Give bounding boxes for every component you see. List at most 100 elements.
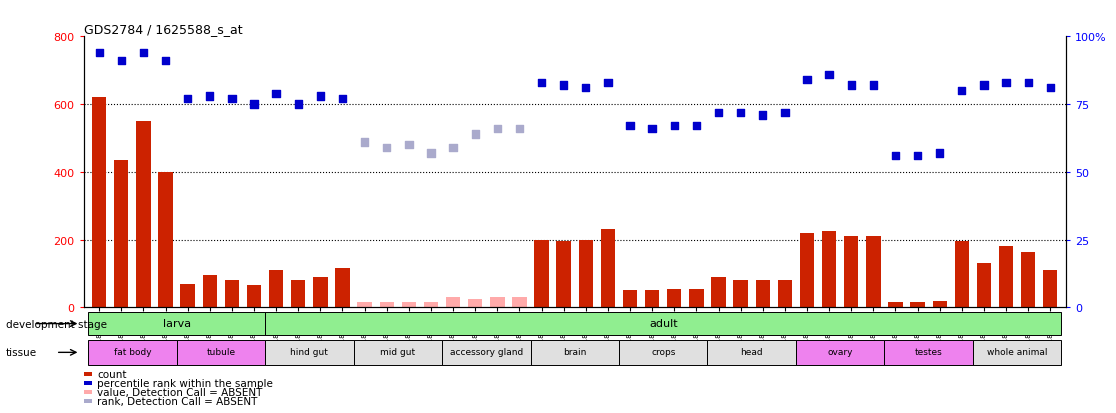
Bar xyxy=(266,340,354,365)
Bar xyxy=(335,269,349,308)
Point xyxy=(378,145,396,152)
Point xyxy=(753,112,771,119)
Text: development stage: development stage xyxy=(6,319,107,329)
Bar xyxy=(954,242,969,308)
Bar xyxy=(600,230,615,308)
Bar xyxy=(756,281,770,308)
Bar xyxy=(733,281,748,308)
Bar xyxy=(314,277,328,308)
Bar xyxy=(92,98,106,308)
Bar xyxy=(88,312,266,335)
Text: accessory gland: accessory gland xyxy=(450,347,523,356)
Text: fat body: fat body xyxy=(114,347,151,356)
Point xyxy=(776,109,793,116)
Bar xyxy=(888,303,903,308)
Bar xyxy=(114,161,128,308)
Text: rank, Detection Call = ABSENT: rank, Detection Call = ABSENT xyxy=(97,396,258,406)
Point xyxy=(865,83,883,89)
Bar xyxy=(446,297,460,308)
Point xyxy=(931,150,949,157)
Bar xyxy=(181,284,195,308)
Point xyxy=(267,91,285,97)
Text: mid gut: mid gut xyxy=(381,347,415,356)
Point xyxy=(444,145,462,152)
Point xyxy=(953,88,971,95)
Point xyxy=(798,77,816,84)
Point xyxy=(489,126,507,133)
Point xyxy=(1041,85,1059,92)
Point xyxy=(466,131,484,138)
Text: ovary: ovary xyxy=(827,347,853,356)
Bar xyxy=(821,232,836,308)
Bar xyxy=(557,242,571,308)
Bar xyxy=(884,340,973,365)
Bar xyxy=(203,275,217,308)
Point xyxy=(311,93,329,100)
Text: brain: brain xyxy=(564,347,586,356)
Bar xyxy=(158,173,173,308)
Point xyxy=(400,142,417,149)
Point xyxy=(113,58,131,65)
Text: head: head xyxy=(740,347,763,356)
Bar xyxy=(266,312,1061,335)
Bar xyxy=(490,297,504,308)
Point xyxy=(1019,80,1037,86)
Point xyxy=(599,80,617,86)
Bar xyxy=(933,301,946,308)
Point xyxy=(246,102,263,108)
Bar xyxy=(442,340,530,365)
Point xyxy=(820,72,838,78)
Bar xyxy=(708,340,796,365)
Point xyxy=(886,153,904,159)
Point xyxy=(732,109,750,116)
Bar xyxy=(291,281,306,308)
Bar xyxy=(354,340,442,365)
Bar xyxy=(88,340,176,365)
Point xyxy=(997,80,1014,86)
Point xyxy=(710,109,728,116)
Text: percentile rank within the sample: percentile rank within the sample xyxy=(97,378,273,388)
Bar xyxy=(468,299,482,308)
Bar xyxy=(911,303,925,308)
Bar xyxy=(269,271,283,308)
Bar xyxy=(619,340,708,365)
Bar xyxy=(976,264,991,308)
Bar xyxy=(176,340,266,365)
Text: adult: adult xyxy=(648,318,677,328)
Point xyxy=(643,126,661,133)
Point xyxy=(510,126,528,133)
Bar xyxy=(512,297,527,308)
Point xyxy=(289,102,307,108)
Bar xyxy=(530,340,619,365)
Text: tubule: tubule xyxy=(206,347,235,356)
Point xyxy=(532,80,550,86)
Point xyxy=(665,123,683,130)
Bar xyxy=(690,289,703,308)
Point xyxy=(843,83,860,89)
Point xyxy=(687,123,705,130)
Point xyxy=(622,123,639,130)
Text: crops: crops xyxy=(651,347,675,356)
Bar xyxy=(645,291,660,308)
Point xyxy=(334,96,352,103)
Text: count: count xyxy=(97,369,126,379)
Point xyxy=(356,139,374,146)
Point xyxy=(156,58,174,65)
Point xyxy=(908,153,926,159)
Point xyxy=(135,50,153,57)
Point xyxy=(201,93,219,100)
Bar xyxy=(1043,271,1058,308)
Bar xyxy=(866,237,881,308)
Bar xyxy=(711,277,725,308)
Bar xyxy=(800,233,815,308)
Point xyxy=(223,96,241,103)
Bar xyxy=(357,303,372,308)
Point xyxy=(555,83,573,89)
Bar xyxy=(535,240,549,308)
Bar xyxy=(796,340,884,365)
Point xyxy=(179,96,196,103)
Bar xyxy=(578,240,593,308)
Point xyxy=(577,85,595,92)
Text: tissue: tissue xyxy=(6,347,37,358)
Point xyxy=(975,83,993,89)
